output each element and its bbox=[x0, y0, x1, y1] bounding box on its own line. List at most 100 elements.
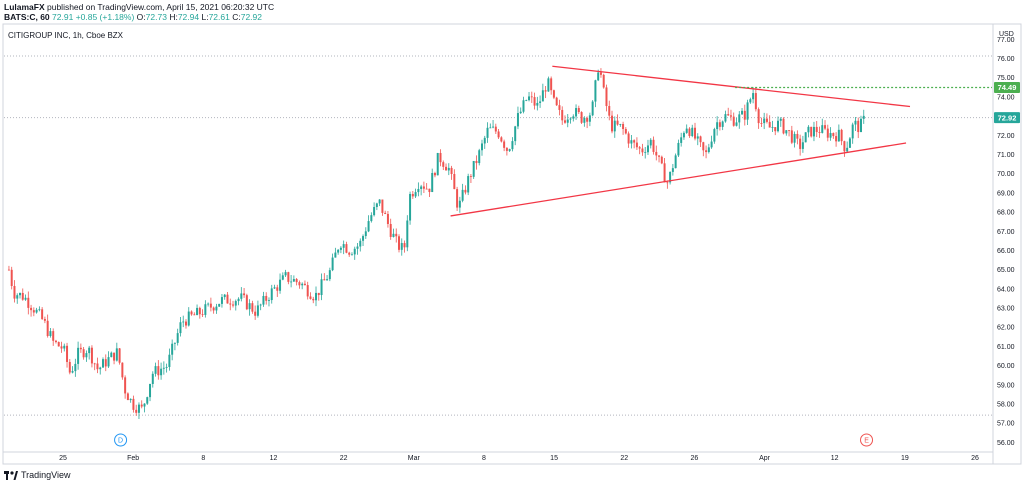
candle-body bbox=[752, 93, 755, 100]
candle-body bbox=[207, 303, 210, 305]
candle-body bbox=[779, 118, 782, 121]
candle-body bbox=[403, 243, 406, 248]
candle-body bbox=[229, 303, 232, 305]
candle-body bbox=[605, 87, 608, 107]
candle-body bbox=[240, 293, 243, 299]
candle-body bbox=[658, 155, 661, 157]
x-tick-label: 22 bbox=[340, 455, 348, 462]
candle-body bbox=[281, 275, 284, 280]
candle-body bbox=[544, 90, 547, 92]
candle-body bbox=[276, 287, 279, 291]
candle-body bbox=[245, 295, 248, 310]
candle-body bbox=[162, 367, 165, 369]
candle-body bbox=[149, 383, 152, 398]
candle-body bbox=[727, 114, 730, 116]
trendlines[interactable] bbox=[450, 65, 992, 217]
candle-body bbox=[563, 120, 566, 123]
y-tick-label: 77.00 bbox=[997, 37, 1015, 44]
candle-body bbox=[840, 129, 843, 142]
tradingview-footer[interactable]: TradingView bbox=[4, 470, 71, 480]
candle-body bbox=[710, 141, 713, 148]
candle-body bbox=[146, 397, 149, 404]
candle-body bbox=[71, 371, 74, 373]
candle-body bbox=[854, 120, 857, 125]
event-marker[interactable] bbox=[860, 433, 874, 447]
candle-body bbox=[699, 136, 702, 143]
open-label: O: bbox=[136, 12, 146, 22]
candle-body bbox=[43, 318, 46, 321]
time-axis[interactable]: 25 Feb 8 12 22 Mar 8 15 22 26 Apr 12 19 26 bbox=[59, 455, 979, 462]
candle-body bbox=[77, 347, 80, 364]
candle-body bbox=[577, 108, 580, 113]
candle-body bbox=[539, 101, 542, 103]
price-labels: 74.49 72.92 bbox=[994, 82, 1020, 124]
candle-body bbox=[688, 128, 691, 136]
candle-body bbox=[602, 74, 605, 88]
candle-body bbox=[652, 139, 655, 152]
candle-body bbox=[768, 121, 771, 128]
candle-body bbox=[519, 111, 522, 114]
candle-body bbox=[536, 102, 539, 106]
candle-body bbox=[30, 307, 33, 311]
candle-body bbox=[342, 244, 345, 248]
symbol-label: BATS:C, 60 bbox=[4, 12, 50, 22]
candle-body bbox=[749, 99, 752, 103]
candle-body bbox=[732, 116, 735, 126]
candle-body bbox=[696, 136, 699, 139]
candle-body bbox=[265, 295, 268, 301]
event-marker[interactable] bbox=[114, 433, 128, 447]
candle-body bbox=[716, 122, 719, 130]
candle-body bbox=[356, 246, 359, 249]
author-name[interactable]: LulamaFX bbox=[4, 2, 45, 12]
candle-body bbox=[633, 140, 636, 143]
candle-body bbox=[154, 366, 157, 374]
candle-body bbox=[85, 353, 88, 358]
candle-body bbox=[649, 139, 652, 146]
candle-body bbox=[121, 362, 124, 378]
trendline-upper[interactable] bbox=[552, 65, 911, 108]
candle-body bbox=[179, 322, 182, 334]
candle-body bbox=[729, 115, 732, 117]
candle-body bbox=[323, 279, 326, 281]
dotted-levels bbox=[4, 55, 992, 416]
candle-body bbox=[88, 347, 91, 354]
candle-body bbox=[392, 233, 395, 237]
candle-body bbox=[176, 333, 179, 343]
candle-body bbox=[400, 243, 403, 250]
candle-body bbox=[558, 105, 561, 110]
x-tick-label: Apr bbox=[759, 455, 771, 462]
candle-body bbox=[295, 279, 298, 283]
candle-body bbox=[104, 359, 107, 367]
candle-body bbox=[140, 404, 143, 407]
candle-body bbox=[635, 142, 638, 148]
candle-body bbox=[663, 163, 666, 183]
candle-body bbox=[837, 129, 840, 142]
price-axis[interactable]: USD 77.0076.0075.0074.0073.0072.0071.007… bbox=[997, 31, 1015, 447]
candle-body bbox=[373, 207, 376, 216]
candle-body bbox=[442, 162, 445, 167]
candle-body bbox=[467, 176, 470, 193]
candle-body bbox=[345, 244, 348, 253]
candle-body bbox=[674, 155, 677, 169]
candle-body bbox=[35, 309, 38, 313]
candle-body bbox=[370, 215, 373, 222]
candle-body bbox=[243, 293, 246, 296]
y-tick-label: 63.00 bbox=[997, 306, 1015, 313]
candle-body bbox=[273, 287, 276, 289]
candle-body bbox=[79, 347, 82, 350]
candle-body bbox=[96, 363, 99, 370]
candle-body bbox=[54, 340, 57, 343]
candle-body bbox=[209, 303, 212, 308]
trendline-lower[interactable] bbox=[450, 142, 907, 217]
candle-body bbox=[331, 257, 334, 271]
x-tick-label: 26 bbox=[971, 455, 979, 462]
candle-body bbox=[859, 118, 862, 133]
candle-body bbox=[212, 307, 215, 311]
candle-body bbox=[788, 130, 791, 131]
candle-body bbox=[215, 306, 218, 311]
candle-body bbox=[279, 279, 282, 291]
candle-body bbox=[588, 115, 591, 122]
candle-body bbox=[555, 97, 558, 106]
